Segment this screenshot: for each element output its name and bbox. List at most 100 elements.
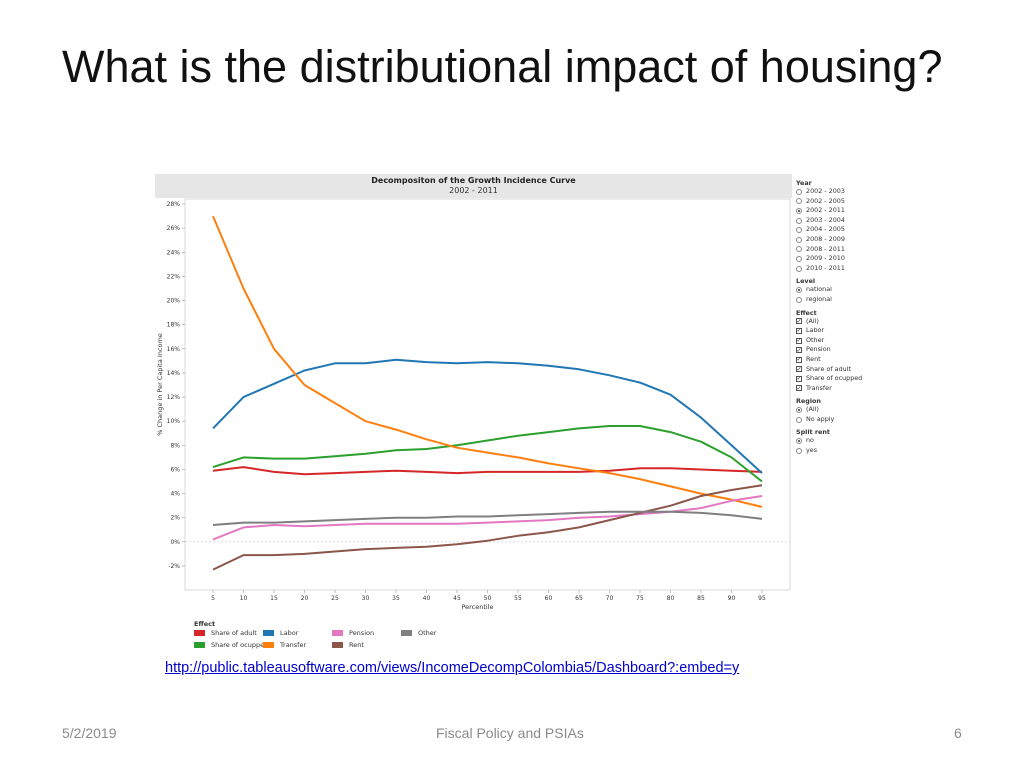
checkbox[interactable] bbox=[796, 385, 802, 392]
filter-option-region[interactable]: (All) bbox=[796, 405, 956, 415]
footer-center: Fiscal Policy and PSIAs bbox=[436, 725, 584, 741]
radio-button[interactable] bbox=[796, 227, 802, 234]
filter-option-label: (All) bbox=[806, 316, 819, 325]
filter-option-label: regional bbox=[806, 294, 832, 303]
filter-option-year[interactable]: 2010 - 2011 bbox=[796, 264, 956, 274]
x-tick-label: 20 bbox=[301, 595, 309, 602]
radio-button[interactable] bbox=[796, 246, 802, 253]
y-axis-label: % Change in Per Capita Income bbox=[156, 333, 164, 436]
slide-title: What is the distributional impact of hou… bbox=[62, 41, 943, 92]
filter-option-label: 2008 - 2011 bbox=[806, 244, 845, 253]
legend-swatch bbox=[263, 630, 274, 636]
y-tick-label: 12% bbox=[167, 394, 181, 401]
checkbox[interactable] bbox=[796, 356, 802, 363]
filter-option-label: Transfer bbox=[806, 383, 832, 392]
checkbox[interactable] bbox=[796, 337, 802, 344]
radio-button[interactable] bbox=[796, 207, 802, 214]
filter-option-effect[interactable]: Pension bbox=[796, 345, 956, 355]
legend-label: Rent bbox=[349, 641, 364, 649]
y-tick-label: 10% bbox=[167, 418, 181, 425]
filter-option-effect[interactable]: Transfer bbox=[796, 384, 956, 394]
radio-button[interactable] bbox=[796, 198, 802, 205]
y-tick-label: 26% bbox=[167, 225, 181, 232]
filter-option-year[interactable]: 2004 - 2005 bbox=[796, 225, 956, 235]
y-tick-label: 16% bbox=[167, 346, 181, 353]
filter-option-year[interactable]: 2002 - 2005 bbox=[796, 197, 956, 207]
series-line-share-of-ocupped bbox=[212, 425, 763, 483]
x-tick-label: 65 bbox=[575, 595, 583, 602]
filter-option-year[interactable]: 2008 - 2009 bbox=[796, 235, 956, 245]
footer-page-number: 6 bbox=[954, 725, 962, 741]
filter-panel: Year 2002 - 2003 2002 - 2005 2002 - 2011 200… bbox=[796, 175, 956, 456]
legend-item: Pension bbox=[332, 629, 374, 637]
filter-option-region[interactable]: No apply bbox=[796, 415, 956, 425]
series-line-rent bbox=[212, 484, 763, 571]
checkbox[interactable] bbox=[796, 318, 802, 325]
x-tick-label: 45 bbox=[453, 595, 461, 602]
filter-option-level[interactable]: regional bbox=[796, 295, 956, 305]
radio-button[interactable] bbox=[796, 447, 802, 454]
radio-button[interactable] bbox=[796, 255, 802, 262]
y-tick-label: 20% bbox=[167, 298, 181, 305]
legend-item: Share of adult bbox=[194, 629, 257, 637]
x-tick-label: 95 bbox=[758, 595, 766, 602]
filter-option-label: Other bbox=[806, 335, 825, 344]
radio-button[interactable] bbox=[796, 407, 802, 414]
filter-option-split-rent[interactable]: no bbox=[796, 436, 956, 446]
radio-button[interactable] bbox=[796, 217, 802, 224]
radio-button[interactable] bbox=[796, 265, 802, 272]
filter-option-effect[interactable]: (All) bbox=[796, 317, 956, 327]
legend-swatch bbox=[401, 630, 412, 636]
filter-option-year[interactable]: 2008 - 2011 bbox=[796, 245, 956, 255]
filter-option-effect[interactable]: Share of adult bbox=[796, 365, 956, 375]
filter-title-effect: Effect bbox=[796, 308, 817, 317]
radio-button[interactable] bbox=[796, 296, 802, 303]
checkbox[interactable] bbox=[796, 347, 802, 354]
legend-item: Transfer bbox=[263, 641, 306, 649]
x-tick-label: 75 bbox=[636, 595, 644, 602]
legend-label: Share of adult bbox=[211, 629, 257, 637]
filter-option-year[interactable]: 2002 - 2003 bbox=[796, 187, 956, 197]
radio-button[interactable] bbox=[796, 416, 802, 423]
checkbox[interactable] bbox=[796, 375, 802, 382]
filter-option-year[interactable]: 2002 - 2011 bbox=[796, 206, 956, 216]
filter-title-region: Region bbox=[796, 397, 821, 406]
radio-button[interactable] bbox=[796, 236, 802, 243]
legend-swatch bbox=[332, 642, 343, 648]
filter-option-label: yes bbox=[806, 446, 818, 455]
filter-option-label: No apply bbox=[806, 414, 835, 423]
filter-option-effect[interactable]: Other bbox=[796, 336, 956, 346]
filter-option-label: no bbox=[806, 436, 814, 445]
radio-button[interactable] bbox=[796, 287, 802, 294]
radio-button[interactable] bbox=[796, 188, 802, 195]
y-tick-label: 0% bbox=[170, 539, 180, 546]
y-tick-label: -2% bbox=[168, 563, 180, 570]
legend-swatch bbox=[194, 630, 205, 636]
filter-option-split-rent[interactable]: yes bbox=[796, 446, 956, 456]
x-tick-label: 60 bbox=[545, 595, 553, 602]
tableau-link[interactable]: http://public.tableausoftware.com/views/… bbox=[165, 660, 740, 676]
legend-label: Share of ocupped bbox=[211, 641, 269, 649]
filter-option-year[interactable]: 2003 - 2004 bbox=[796, 216, 956, 226]
checkbox[interactable] bbox=[796, 366, 802, 373]
filter-option-label: 2002 - 2011 bbox=[806, 206, 845, 215]
filter-option-level[interactable]: national bbox=[796, 285, 956, 295]
x-tick-label: 85 bbox=[697, 595, 705, 602]
filter-option-effect[interactable]: Rent bbox=[796, 355, 956, 365]
filter-option-effect[interactable]: Labor bbox=[796, 326, 956, 336]
chart-header bbox=[155, 174, 792, 198]
filter-option-label: Rent bbox=[806, 354, 821, 363]
filter-option-label: Share of adult bbox=[806, 364, 851, 373]
y-tick-label: 2% bbox=[170, 515, 180, 522]
legend-item: Share of ocupped bbox=[194, 641, 268, 649]
radio-button[interactable] bbox=[796, 438, 802, 445]
legend-label: Pension bbox=[349, 629, 375, 637]
filter-option-label: 2003 - 2004 bbox=[806, 215, 845, 224]
legend-swatch bbox=[332, 630, 343, 636]
filter-title-level: Level bbox=[796, 277, 816, 286]
filter-option-year[interactable]: 2009 - 2010 bbox=[796, 254, 956, 264]
filter-option-effect[interactable]: Share of ocupped bbox=[796, 374, 956, 384]
series-line-share-of-adult bbox=[212, 466, 763, 476]
checkbox[interactable] bbox=[796, 327, 802, 334]
x-axis-label: Percentile bbox=[461, 603, 493, 611]
